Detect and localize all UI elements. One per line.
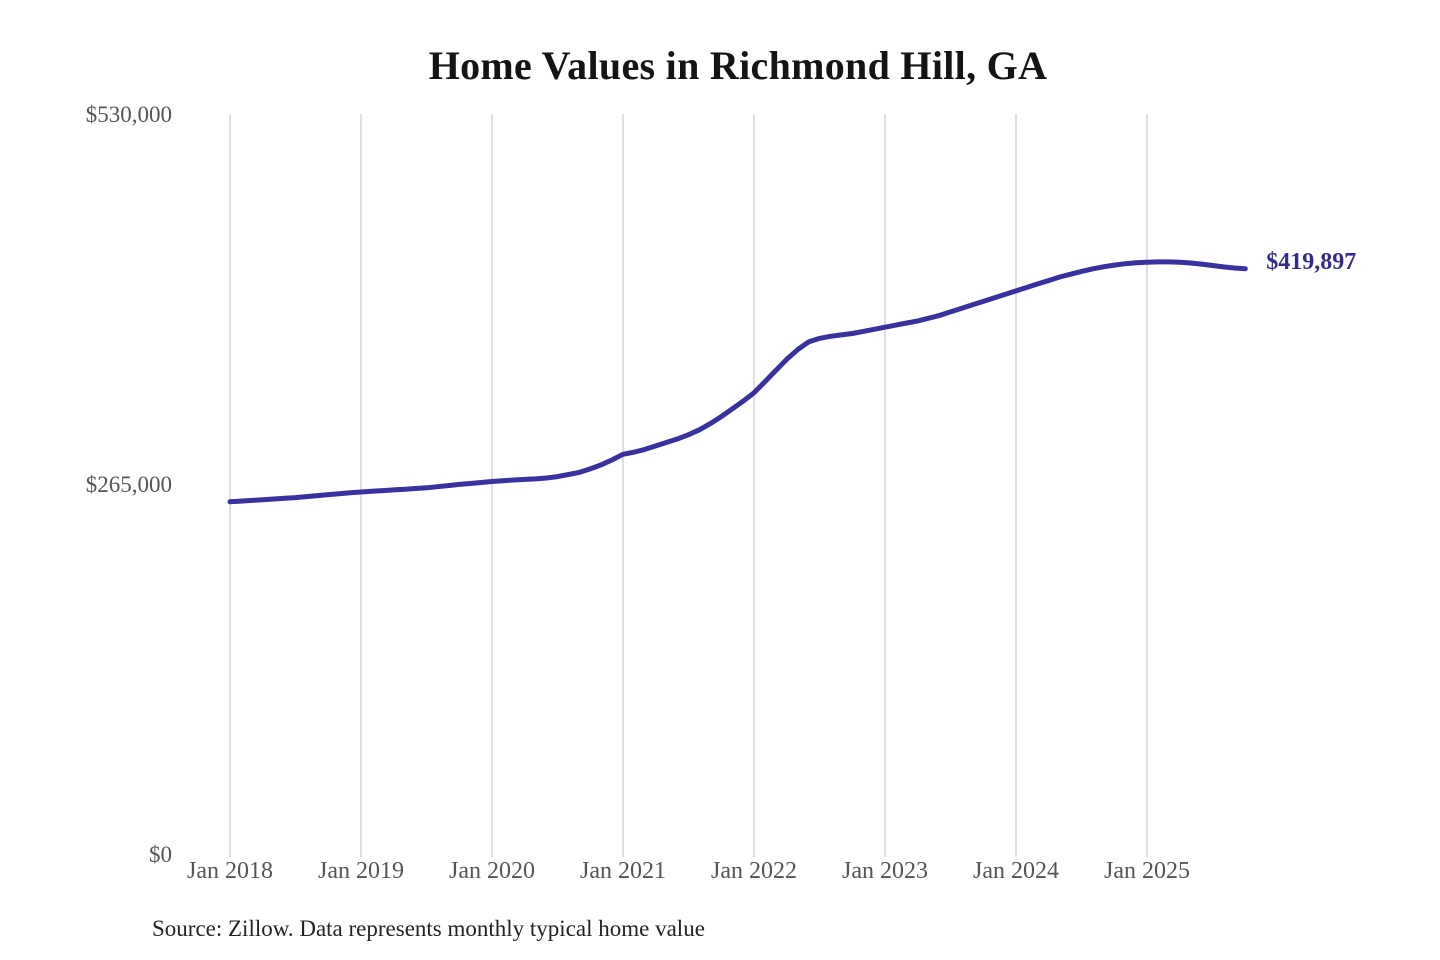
current-value-label: $419,897 [1266,248,1357,275]
x-axis-tick-label: Jan 2019 [318,858,404,884]
x-axis-tick-label: Jan 2024 [973,858,1059,884]
x-axis-tick-label: Jan 2025 [1104,858,1190,884]
y-axis-tick-label: $265,000 [85,472,172,497]
x-axis-tick-label: Jan 2023 [842,858,928,884]
x-axis-tick-label: Jan 2021 [580,858,666,884]
y-axis-tick-label: $0 [149,842,172,867]
x-axis-tick-label: Jan 2018 [187,858,273,884]
source-note: Source: Zillow. Data represents monthly … [152,916,705,941]
x-axis-tick-label: Jan 2022 [711,858,797,884]
y-axis-tick-label: $530,000 [85,102,172,127]
x-axis-tick-label: Jan 2020 [449,858,535,884]
chart-title: Home Values in Richmond Hill, GA [428,43,1048,88]
home-value-line [227,259,1248,505]
